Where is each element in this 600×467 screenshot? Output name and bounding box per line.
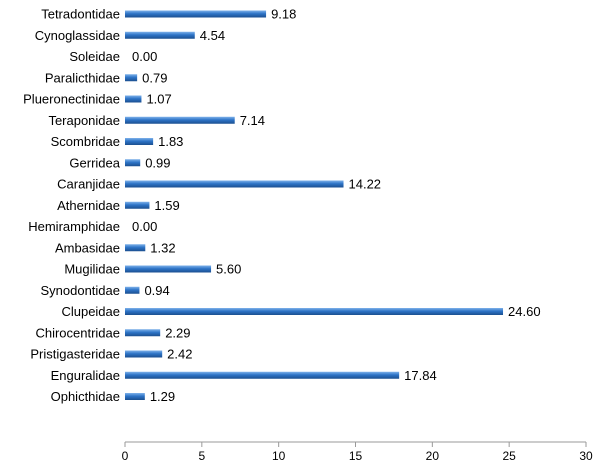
value-label-scombridae: 1.83	[158, 134, 183, 149]
bar-synodontidae	[125, 286, 140, 294]
category-label-enguralidae: Enguralidae	[51, 368, 120, 383]
value-label-soleidae: 0.00	[132, 49, 157, 64]
bar-cynoglassidae	[125, 31, 195, 39]
value-label-plueronectinidae: 1.07	[146, 92, 171, 107]
bar-tetradontidae	[125, 10, 267, 18]
bar-ophicthidae	[125, 393, 145, 400]
value-label-teraponidae: 7.14	[240, 113, 265, 128]
category-label-synodontidae: Synodontidae	[40, 283, 120, 298]
x-tick-label: 10	[272, 449, 286, 463]
value-label-clupeidae: 24.60	[508, 304, 541, 319]
value-label-hemiramphidae: 0.00	[132, 219, 157, 234]
category-label-paralicthidae: Paralicthidae	[45, 70, 120, 85]
category-label-soleidae: Soleidae	[69, 49, 120, 64]
category-label-plueronectinidae: Plueronectinidae	[23, 92, 120, 107]
x-tick-label: 25	[502, 449, 516, 463]
value-label-enguralidae: 17.84	[404, 368, 437, 383]
bar-chirocentridae	[125, 329, 161, 337]
bar-athernidae	[125, 201, 150, 209]
category-label-ambasidae: Ambasidae	[55, 240, 120, 255]
category-label-athernidae: Athernidae	[57, 198, 120, 213]
bar-scombridae	[125, 138, 154, 145]
x-tick-label: 5	[198, 449, 205, 463]
bar-gerridea	[125, 159, 141, 167]
category-label-gerridea: Gerridea	[69, 155, 120, 170]
value-label-ambasidae: 1.32	[150, 240, 175, 255]
category-label-caranjidae: Caranjidae	[57, 177, 120, 192]
x-tick-label: 20	[426, 449, 440, 463]
value-label-gerridea: 0.99	[145, 155, 170, 170]
bar-clupeidae	[125, 308, 504, 315]
x-tick-label: 15	[349, 449, 363, 463]
bars-layer	[125, 10, 504, 400]
x-tick-label: 0	[122, 449, 129, 463]
bar-ambasidae	[125, 244, 146, 252]
value-label-ophicthidae: 1.29	[150, 389, 175, 404]
labels-layer: Tetradontidae 9.18 Cynoglassidae 4.54 Soleid…	[23, 7, 540, 405]
value-label-caranjidae: 14.22	[349, 177, 382, 192]
value-label-athernidae: 1.59	[154, 198, 179, 213]
bar-teraponidae	[125, 116, 235, 124]
bar-paralicthidae	[125, 74, 138, 82]
bar-mugilidae	[125, 265, 212, 273]
value-label-mugilidae: 5.60	[216, 262, 241, 277]
category-label-scombridae: Scombridae	[51, 134, 120, 149]
bar-pristigasteridae	[125, 350, 163, 358]
category-label-ophicthidae: Ophicthidae	[51, 389, 120, 404]
value-label-cynoglassidae: 4.54	[200, 28, 225, 43]
x-axis: 0 5 10 15 20 25 30	[122, 441, 593, 463]
bar-caranjidae	[125, 180, 344, 188]
x-tick-label: 30	[579, 449, 593, 463]
category-label-tetradontidae: Tetradontidae	[41, 7, 120, 22]
category-label-pristigasteridae: Pristigasteridae	[30, 347, 120, 362]
category-label-clupeidae: Clupeidae	[61, 304, 120, 319]
value-label-tetradontidae: 9.18	[271, 7, 296, 22]
category-label-teraponidae: Teraponidae	[48, 113, 120, 128]
value-label-synodontidae: 0.94	[144, 283, 169, 298]
category-label-cynoglassidae: Cynoglassidae	[35, 28, 120, 43]
bar-plueronectinidae	[125, 95, 142, 103]
category-label-hemiramphidae: Hemiramphidae	[28, 219, 120, 234]
category-label-chirocentridae: Chirocentridae	[35, 325, 120, 340]
bar-enguralidae	[125, 371, 400, 379]
value-label-paralicthidae: 0.79	[142, 70, 167, 85]
category-label-mugilidae: Mugilidae	[64, 262, 120, 277]
value-label-chirocentridae: 2.29	[165, 325, 190, 340]
value-label-pristigasteridae: 2.42	[167, 347, 192, 362]
